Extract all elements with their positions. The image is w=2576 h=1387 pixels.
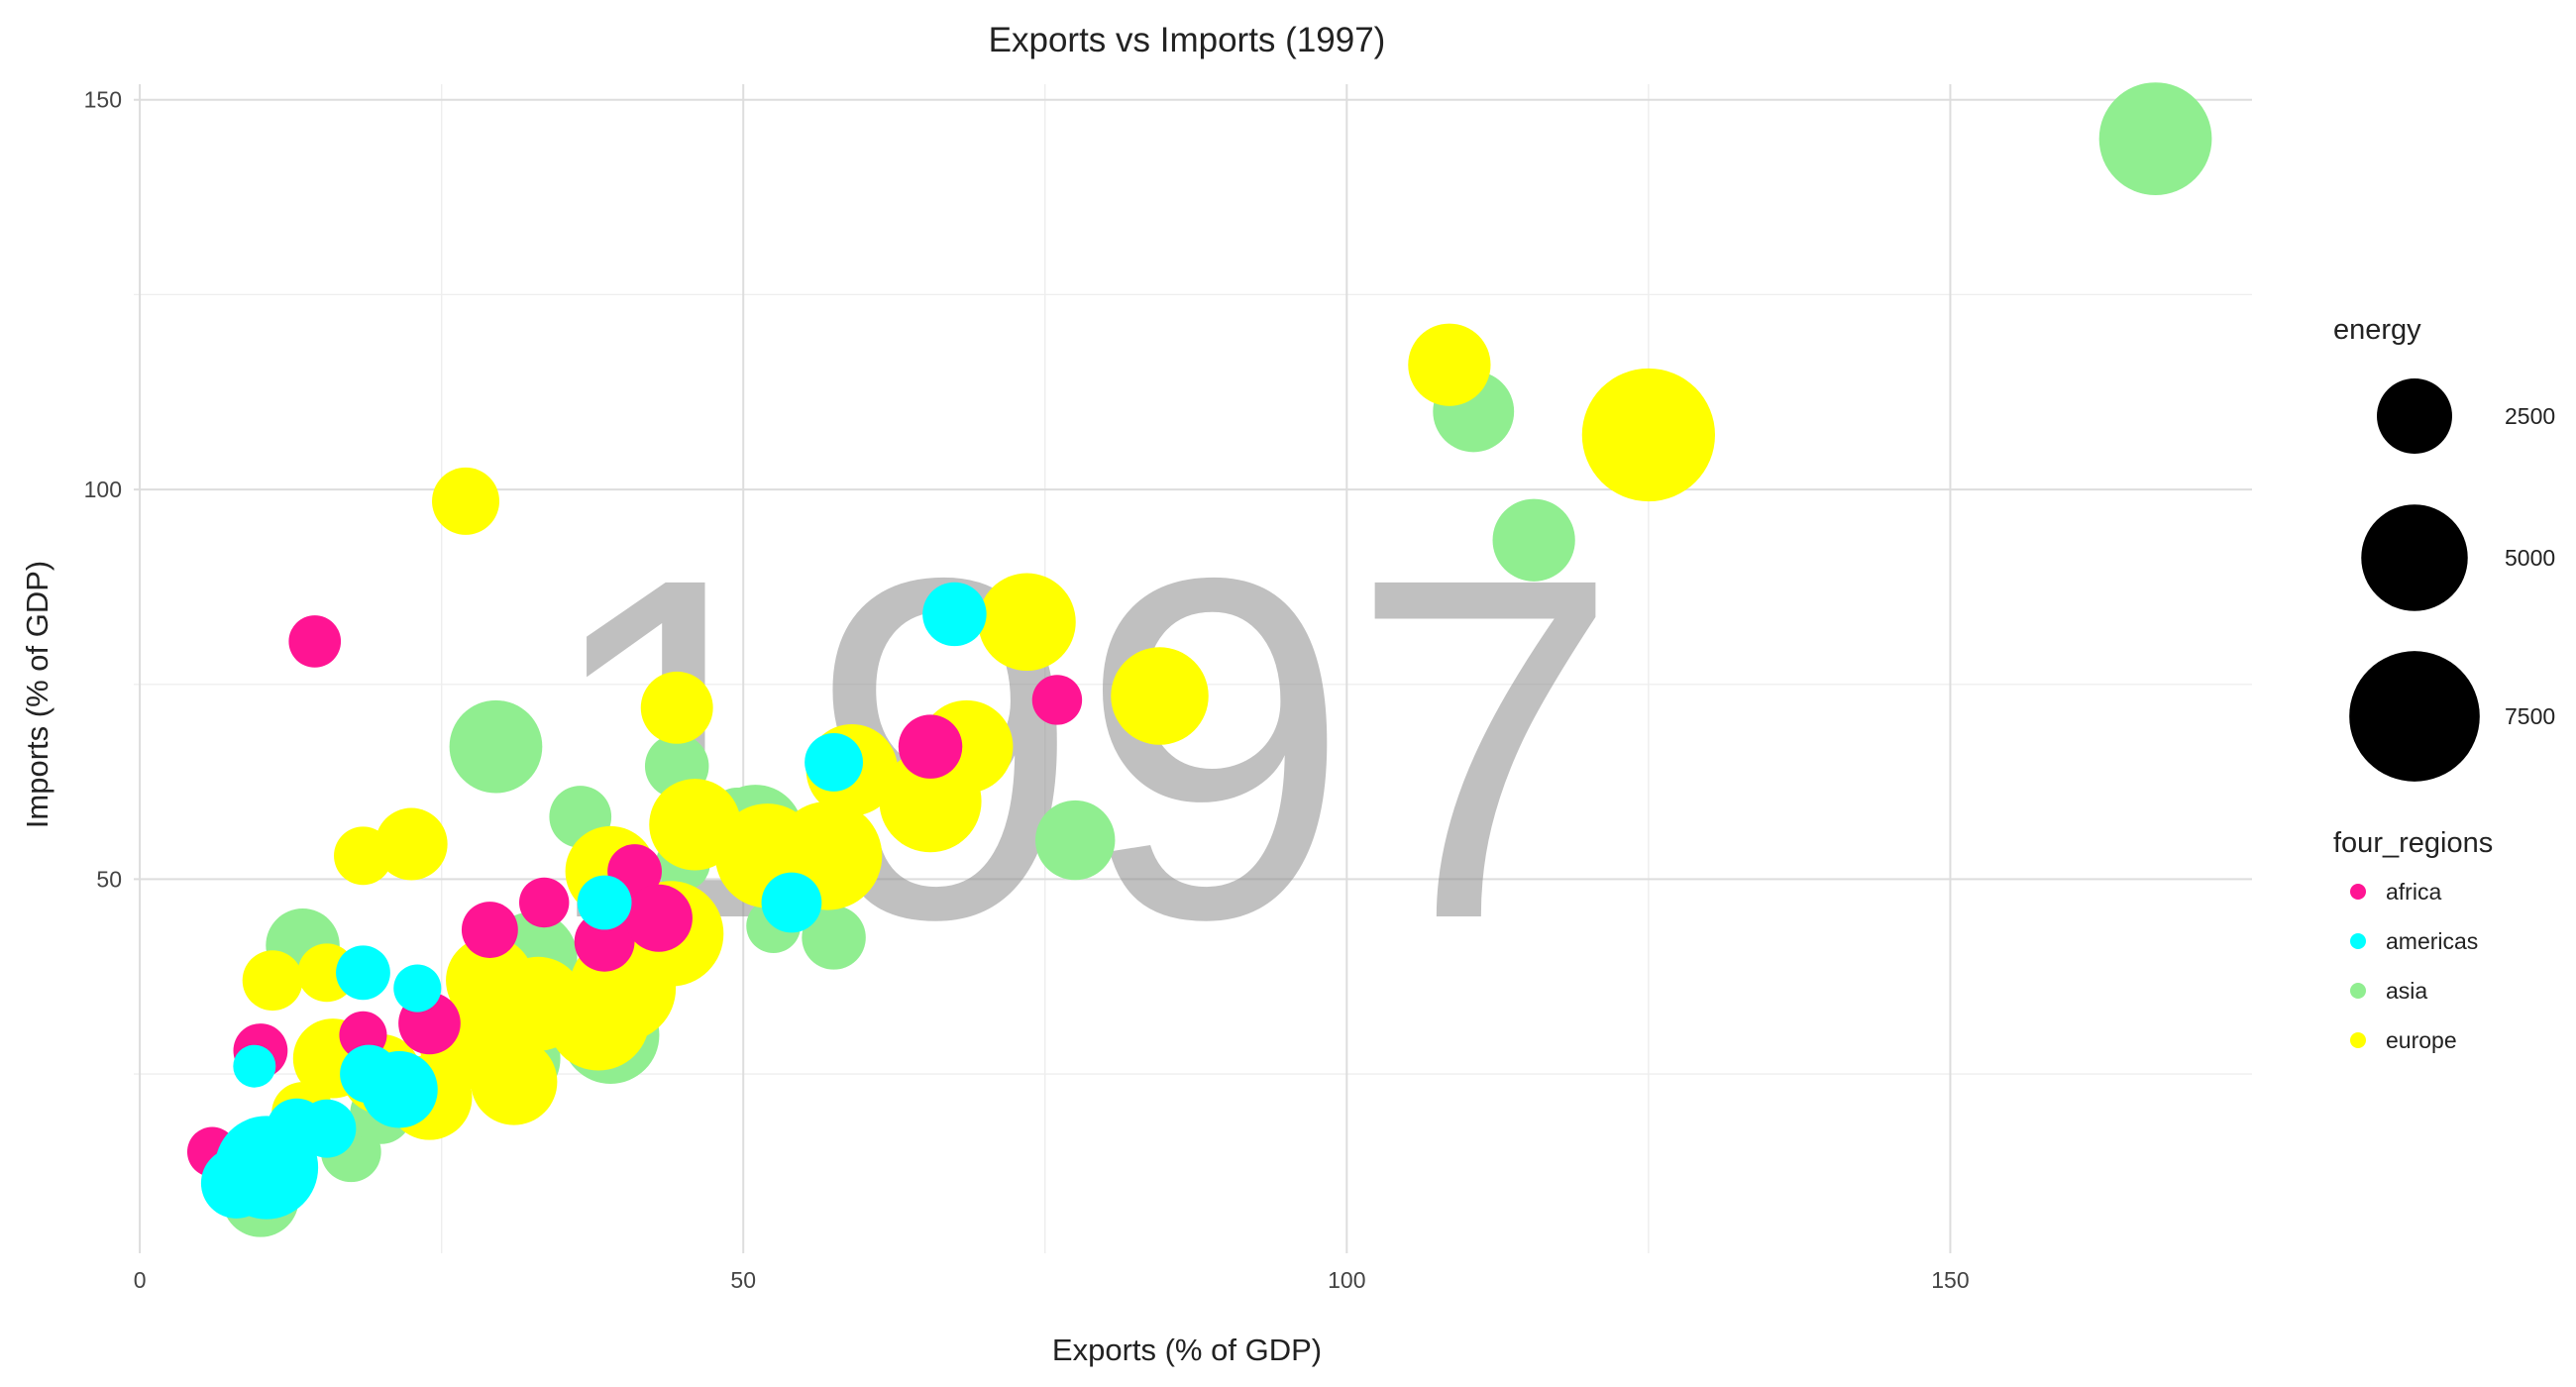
data-point bbox=[432, 467, 500, 535]
data-point bbox=[336, 945, 390, 1001]
data-point bbox=[922, 582, 987, 647]
grid bbox=[134, 84, 2252, 1253]
data-point bbox=[461, 902, 518, 958]
chart-title: Exports vs Imports (1997) bbox=[989, 21, 1386, 59]
size-legend-circle bbox=[2349, 651, 2480, 782]
size-legend-label: 5000 bbox=[2505, 545, 2555, 571]
data-point bbox=[1408, 323, 1491, 406]
data-point bbox=[393, 964, 442, 1013]
x-tick-label: 100 bbox=[1328, 1267, 1365, 1293]
axis-ticks: 0 50 100 150 50 100 150 bbox=[84, 87, 1970, 1293]
series-americas bbox=[200, 582, 987, 1220]
data-point bbox=[1031, 675, 1083, 725]
data-point bbox=[761, 872, 822, 933]
x-axis-title: Exports (% of GDP) bbox=[1052, 1333, 1322, 1367]
data-point bbox=[879, 750, 982, 853]
data-point bbox=[361, 1051, 438, 1128]
data-point bbox=[802, 906, 866, 970]
data-point bbox=[242, 950, 303, 1012]
data-point bbox=[375, 807, 448, 881]
data-point bbox=[518, 877, 570, 928]
data-point bbox=[898, 714, 963, 779]
y-tick-label: 50 bbox=[96, 866, 122, 892]
data-point bbox=[288, 615, 342, 668]
color-legend-label: africa bbox=[2386, 879, 2441, 905]
data-point bbox=[449, 699, 543, 794]
size-legend-title: energy bbox=[2333, 314, 2421, 346]
data-point bbox=[214, 1116, 319, 1220]
size-legend-label: 7500 bbox=[2505, 703, 2555, 729]
data-point bbox=[1035, 800, 1116, 881]
data-point bbox=[471, 1038, 558, 1125]
y-tick-label: 150 bbox=[84, 87, 122, 113]
size-legend-circle bbox=[2377, 378, 2452, 454]
color-legend-key bbox=[2350, 1032, 2366, 1048]
data-point bbox=[334, 826, 392, 886]
data-point bbox=[1111, 647, 1209, 745]
y-tick-label: 100 bbox=[84, 477, 122, 502]
size-legend-circle bbox=[2361, 504, 2468, 611]
data-point bbox=[640, 671, 713, 744]
data-point bbox=[978, 573, 1076, 672]
data-point bbox=[624, 884, 693, 952]
data-point bbox=[805, 732, 864, 792]
color-legend-title: four_regions bbox=[2333, 827, 2493, 859]
color-legend-label: americas bbox=[2386, 928, 2478, 954]
x-tick-label: 150 bbox=[1931, 1267, 1969, 1293]
color-legend-key bbox=[2350, 933, 2366, 949]
x-tick-label: 0 bbox=[134, 1267, 147, 1293]
x-tick-label: 50 bbox=[730, 1267, 756, 1293]
color-legend-key bbox=[2350, 884, 2366, 900]
y-axis-title: Imports (% of GDP) bbox=[20, 561, 54, 828]
color-legend-label: asia bbox=[2386, 978, 2427, 1004]
data-point bbox=[649, 779, 741, 871]
data-point bbox=[577, 875, 632, 930]
data-point bbox=[2098, 82, 2212, 195]
data-point bbox=[233, 1044, 276, 1088]
data-points bbox=[186, 82, 2212, 1237]
data-point bbox=[574, 910, 635, 972]
data-point bbox=[1581, 368, 1716, 502]
data-point bbox=[1492, 498, 1575, 582]
color-legend-label: europe bbox=[2386, 1027, 2457, 1053]
size-legend-label: 2500 bbox=[2505, 403, 2555, 429]
color-legend-key bbox=[2350, 983, 2366, 999]
